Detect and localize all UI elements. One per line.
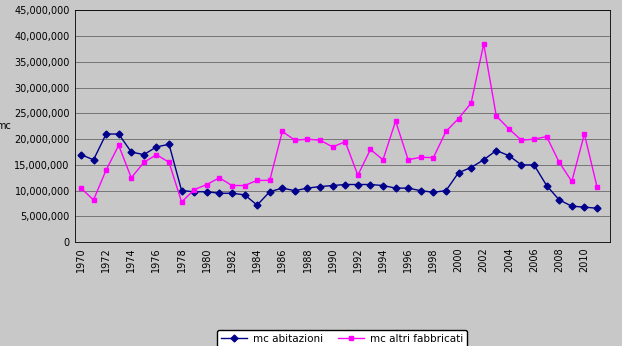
mc abitazioni [568,204,575,208]
mc altri fabbricati [581,132,588,136]
mc abitazioni [367,182,374,186]
mc altri fabbricati [317,138,324,142]
mc abitazioni [593,206,601,210]
mc altri fabbricati [128,176,135,180]
mc abitazioni [128,150,135,154]
mc altri fabbricati [354,173,361,177]
mc altri fabbricati [153,153,160,157]
mc altri fabbricati [266,178,274,182]
mc abitazioni [480,158,488,162]
mc altri fabbricati [455,117,462,121]
mc abitazioni [140,153,147,157]
mc abitazioni [291,189,299,193]
mc altri fabbricati [103,168,110,172]
mc altri fabbricati [417,155,424,159]
Line: mc altri fabbricati: mc altri fabbricati [78,42,600,204]
mc abitazioni [505,154,513,158]
mc abitazioni [404,186,412,190]
mc abitazioni [178,189,185,193]
mc altri fabbricati [543,135,550,139]
mc altri fabbricati [493,114,500,118]
mc abitazioni [241,193,248,197]
mc abitazioni [115,132,123,136]
mc abitazioni [329,183,337,188]
mc abitazioni [216,191,223,195]
mc altri fabbricati [568,179,575,183]
Legend: mc abitazioni, mc altri fabbricati: mc abitazioni, mc altri fabbricati [217,330,467,346]
mc altri fabbricati [228,183,236,188]
Line: mc abitazioni: mc abitazioni [78,131,600,211]
mc altri fabbricati [555,160,563,164]
mc abitazioni [467,165,475,170]
mc abitazioni [543,183,550,188]
mc altri fabbricati [379,158,387,162]
mc abitazioni [379,183,387,188]
mc abitazioni [341,182,349,186]
mc altri fabbricati [90,198,97,202]
mc altri fabbricati [329,145,337,149]
mc altri fabbricati [279,129,286,134]
mc abitazioni [430,190,437,194]
mc altri fabbricati [203,182,210,186]
mc abitazioni [228,191,236,195]
mc altri fabbricati [518,138,525,142]
mc abitazioni [392,186,399,190]
Y-axis label: mc: mc [0,121,11,131]
mc abitazioni [253,203,261,207]
mc abitazioni [417,189,424,193]
mc abitazioni [153,145,160,149]
mc abitazioni [165,142,173,146]
mc altri fabbricati [392,119,399,123]
mc altri fabbricati [404,158,412,162]
mc abitazioni [203,190,210,194]
mc altri fabbricati [140,160,147,164]
mc altri fabbricati [367,147,374,152]
mc altri fabbricati [480,42,488,46]
mc altri fabbricati [178,200,185,204]
mc abitazioni [190,190,198,194]
mc altri fabbricati [291,138,299,142]
mc altri fabbricati [467,101,475,105]
mc abitazioni [455,171,462,175]
mc altri fabbricati [216,176,223,180]
mc abitazioni [304,186,311,190]
mc abitazioni [354,182,361,186]
mc altri fabbricati [505,127,513,131]
mc altri fabbricati [531,137,538,141]
mc abitazioni [90,158,97,162]
mc altri fabbricati [190,188,198,192]
mc altri fabbricati [253,178,261,182]
mc altri fabbricati [304,137,311,141]
mc abitazioni [581,205,588,209]
mc abitazioni [77,153,85,157]
mc abitazioni [555,198,563,202]
mc altri fabbricati [442,129,450,134]
mc altri fabbricati [341,140,349,144]
mc altri fabbricati [241,183,248,188]
mc abitazioni [493,148,500,153]
mc altri fabbricati [593,184,601,189]
mc abitazioni [518,163,525,167]
mc abitazioni [103,132,110,136]
mc altri fabbricati [77,186,85,190]
mc abitazioni [531,163,538,167]
mc altri fabbricati [165,160,173,164]
mc abitazioni [279,186,286,190]
mc abitazioni [317,184,324,189]
mc altri fabbricati [430,156,437,160]
mc altri fabbricati [115,143,123,147]
mc abitazioni [442,189,450,193]
mc abitazioni [266,190,274,194]
